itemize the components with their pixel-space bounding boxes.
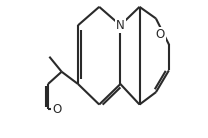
Text: O: O: [52, 103, 62, 116]
Text: N: N: [116, 19, 125, 32]
Text: O: O: [155, 28, 165, 41]
